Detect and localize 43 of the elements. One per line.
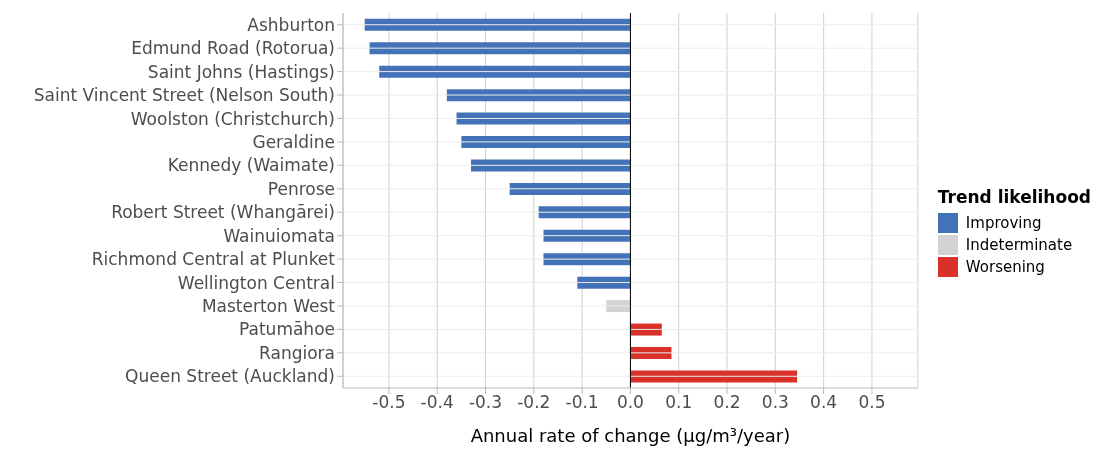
x-tick-label: 0.4 xyxy=(810,392,838,413)
y-tick-label: Queen Street (Auckland) xyxy=(125,366,335,387)
y-tick-label: Robert Street (Whangārei) xyxy=(111,202,335,223)
x-tick-label: 0.2 xyxy=(713,392,741,413)
y-tick-label: Geraldine xyxy=(252,131,335,152)
x-tick-label: -0.4 xyxy=(420,392,454,413)
bar xyxy=(577,276,631,289)
y-tick-label: Wellington Central xyxy=(177,272,335,293)
x-axis-title: Annual rate of change (µg/m³/year) xyxy=(470,425,791,446)
x-tick-label: 0.1 xyxy=(665,392,693,413)
y-tick-label: Penrose xyxy=(267,178,335,199)
x-tick-label: 0.3 xyxy=(761,392,789,413)
y-tick-label: Saint Vincent Street (Nelson South) xyxy=(33,85,335,106)
bar xyxy=(630,323,662,336)
y-tick-label: Richmond Central at Plunket xyxy=(91,249,336,270)
bar xyxy=(456,112,631,125)
bar xyxy=(379,65,631,78)
x-tick-label: -0.3 xyxy=(468,392,503,413)
bar xyxy=(364,18,631,31)
x-tick-label: 0.0 xyxy=(616,392,644,413)
y-tick-label: Masterton West xyxy=(201,296,336,316)
y-tick-label: Patumāhoe xyxy=(239,319,335,340)
bar xyxy=(630,370,798,383)
legend-label: Improving xyxy=(965,214,1042,232)
legend-label: Worsening xyxy=(965,258,1045,276)
x-tick-label: -0.5 xyxy=(372,392,406,413)
bar xyxy=(369,42,631,55)
y-tick-label: Woolston (Christchurch) xyxy=(130,108,335,129)
legend-title: Trend likelihood xyxy=(937,187,1091,207)
y-tick-label: Rangiora xyxy=(259,342,335,363)
y-tick-label: Saint Johns (Hastings) xyxy=(147,61,335,82)
y-tick-label: Ashburton xyxy=(247,14,335,35)
x-tick-label: 0.5 xyxy=(858,392,886,413)
x-tick-label: -0.2 xyxy=(517,392,551,413)
x-tick-label: -0.1 xyxy=(565,392,599,413)
legend-label: Indeterminate xyxy=(965,236,1073,254)
y-tick-label: Kennedy (Waimate) xyxy=(167,155,335,176)
bar xyxy=(471,159,631,172)
y-tick-label: Wainuiomata xyxy=(223,225,335,246)
bar xyxy=(543,229,631,242)
y-tick-label: Edmund Road (Rotorua) xyxy=(131,38,335,59)
bar xyxy=(509,182,631,195)
bar xyxy=(538,206,631,219)
